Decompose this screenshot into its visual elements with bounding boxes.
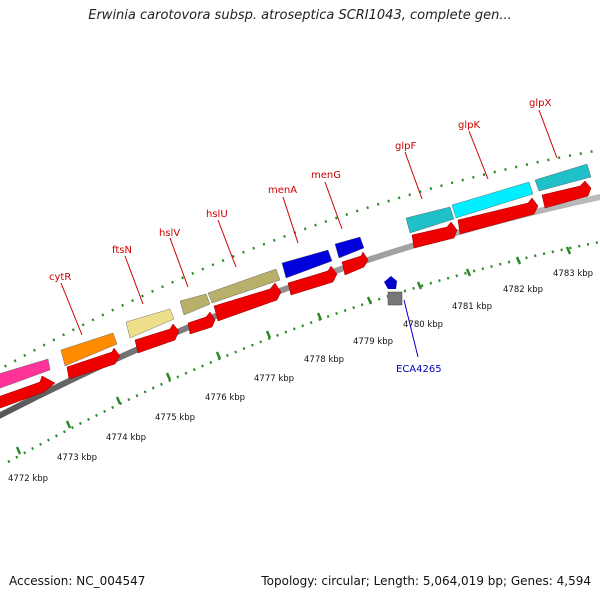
gene-label-menG: menG [311,170,341,181]
accession-text: Accession: NC_004547 [9,574,146,588]
gene-box-hslV [179,293,211,316]
cds-arrow [213,282,282,322]
scale-label: 4775 kbp [155,413,195,423]
cds-arrow [66,347,121,380]
gene-label-glpF: glpF [395,141,416,152]
scale-label: 4783 kbp [553,269,593,279]
map-title: Erwinia carotovora subsp. atroseptica SC… [88,8,512,23]
gene-boxes [0,163,592,389]
genome-backbone [0,194,600,419]
cds-arrow [287,265,338,296]
label-leaders [60,109,558,336]
gene-box-hslU [207,268,281,304]
gene-box-glpF [405,206,455,234]
gene-label-hslV: hslV [159,228,180,239]
scale-label: 4773 kbp [57,453,97,463]
scale-label: 4777 kbp [254,374,294,384]
genome-summary-text: Topology: circular; Length: 5,064,019 bp… [261,574,591,588]
cds-arrow [134,323,180,354]
cds-arrow [411,221,458,249]
gene-arrow-ECA4265 [384,276,397,289]
cds-arrows [0,180,592,409]
label-leader-ECA4265 [403,299,419,358]
cds-arrow [541,180,592,209]
scale-label: 4778 kbp [304,355,344,365]
gene-box-glpK [451,181,534,219]
gene-label-ftsN: ftsN [112,245,132,256]
scale-label: 4774 kbp [106,433,146,443]
cds-arrow [0,375,56,409]
gene-label-glpK: glpK [458,120,480,131]
cds-arrow [457,197,539,235]
lower-tick-track [7,240,600,464]
gene-label-cytR: cytR [49,272,71,283]
gene-label-ECA4265: ECA4265 [396,364,442,375]
gene-box-glpX [534,163,592,192]
gene-labels: cytR ftsN hslV hslU menA menG glpF glpK … [49,98,551,375]
gene-box-menA [281,249,333,279]
gene-box-ftsN [125,308,175,339]
cds-arrow [187,311,216,335]
major-ticks [15,246,572,455]
scale-label: 4782 kbp [503,285,543,295]
gene-box-menG [334,236,365,259]
gene-label-hslU: hslU [206,209,228,220]
cds-arrow [341,251,369,276]
gene-box-gray [387,291,403,306]
scale-label: 4776 kbp [205,393,245,403]
gene-label-menA: menA [268,185,297,196]
scale-labels: 4772 kbp 4773 kbp 4774 kbp 4775 kbp 4776… [8,269,593,484]
scale-label: 4779 kbp [353,337,393,347]
scale-label: 4772 kbp [8,474,48,484]
gene-box [0,358,51,389]
scale-label: 4781 kbp [452,302,492,312]
gene-box-cytR [60,332,118,367]
gene-label-glpX: glpX [529,98,551,109]
scale-label: 4780 kbp [403,320,443,330]
